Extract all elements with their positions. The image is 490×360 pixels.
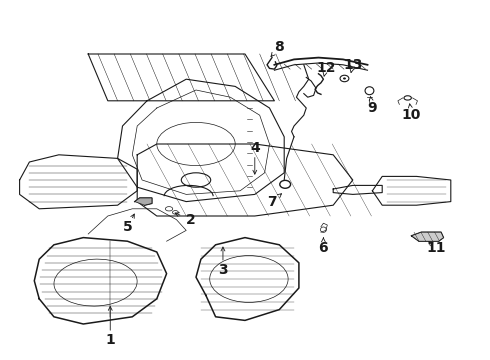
- Text: 2: 2: [186, 213, 196, 226]
- Text: 4: 4: [250, 141, 260, 154]
- Text: 3: 3: [218, 263, 228, 277]
- Text: 7: 7: [267, 195, 277, 208]
- Text: 12: 12: [316, 62, 336, 75]
- Text: 9: 9: [368, 101, 377, 115]
- Text: 1: 1: [105, 333, 115, 347]
- Polygon shape: [412, 232, 443, 241]
- Polygon shape: [135, 198, 152, 205]
- Ellipse shape: [343, 77, 346, 80]
- Text: 11: 11: [426, 242, 446, 255]
- Text: 8: 8: [274, 40, 284, 54]
- Text: 6: 6: [318, 242, 328, 255]
- Text: 13: 13: [343, 58, 363, 72]
- Text: 10: 10: [402, 108, 421, 122]
- Text: 5: 5: [122, 220, 132, 234]
